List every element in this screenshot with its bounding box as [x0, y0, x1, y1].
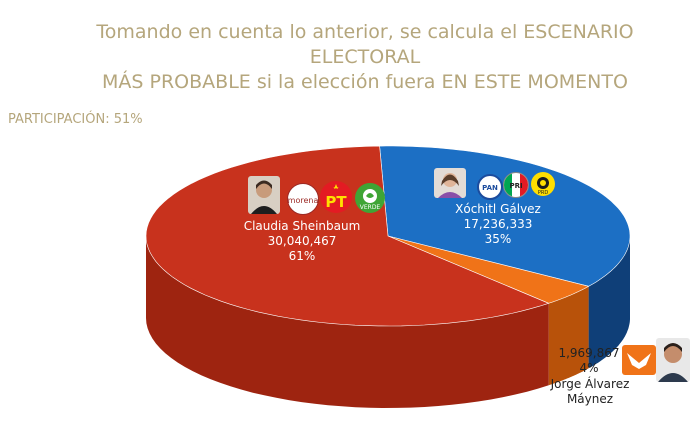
maynez-votes: 1,969,867	[558, 346, 620, 360]
svg-text:morena: morena	[288, 196, 318, 205]
title-line-2: MÁS PROBABLE si la elección fuera EN EST…	[102, 71, 628, 93]
galvez-name: Xóchitl Gálvez	[455, 202, 541, 216]
pie-side-jorge-lvarez-m-ynez	[548, 286, 589, 386]
pri-logo: PRI	[503, 172, 529, 198]
maynez-name-line2: Máynez	[566, 392, 614, 406]
galvez-votes: 17,236,333	[463, 217, 533, 231]
svg-text:PRD: PRD	[538, 190, 548, 196]
maynez-pct: 4%	[579, 361, 599, 375]
sheinbaum-label: Claudia Sheinbaum 30,040,467 61%	[232, 219, 372, 264]
sheinbaum-pct: 61%	[288, 249, 316, 263]
prd-logo: PRD	[531, 172, 555, 196]
sheinbaum-votes: 30,040,467	[267, 234, 337, 248]
pt-logo: PT	[320, 181, 352, 213]
svg-text:PT: PT	[325, 193, 347, 211]
pan-logo: PAN	[477, 174, 503, 200]
chart-title: Tomando en cuenta lo anterior, se calcul…	[40, 20, 690, 95]
maynez-name: Jorge Álvarez Máynez	[540, 377, 640, 407]
pie-slice-jorge-lvarez-m-ynez	[387, 235, 590, 304]
movimiento-ciudadano-logo	[622, 345, 656, 375]
maynez-photo	[656, 338, 690, 382]
pie-side-x-chitl-g-lvez	[588, 236, 630, 369]
svg-text:VERDE: VERDE	[360, 204, 381, 211]
svg-text:PAN: PAN	[482, 184, 498, 192]
title-line-1: Tomando en cuenta lo anterior, se calcul…	[96, 21, 634, 68]
maynez-name-line1: Jorge Álvarez	[550, 377, 630, 391]
galvez-label: Xóchitl Gálvez 17,236,333 35%	[428, 202, 568, 247]
verde-logo: VERDE	[355, 183, 385, 213]
sheinbaum-photo	[248, 176, 280, 214]
maynez-label: 1,969,867 4%	[552, 346, 626, 376]
morena-logo: morena	[287, 183, 319, 215]
galvez-pct: 35%	[484, 232, 512, 246]
pie-side-claudia-sheinbaum	[146, 236, 549, 408]
sheinbaum-name: Claudia Sheinbaum	[243, 219, 361, 233]
svg-text:PRI: PRI	[509, 182, 522, 190]
pie-slice-claudia-sheinbaum	[145, 145, 550, 327]
galvez-photo	[434, 168, 466, 198]
participation-label: PARTICIPACIÓN: 51%	[8, 112, 143, 127]
